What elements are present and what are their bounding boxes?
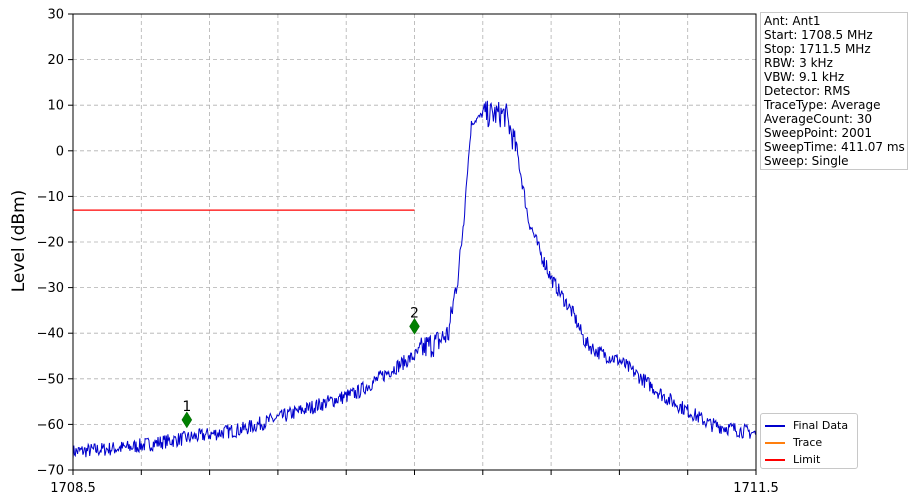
info-line: Sweep: Single (764, 154, 849, 168)
y-tick-label: −50 (37, 372, 64, 387)
y-tick-label: 30 (47, 8, 64, 23)
y-axis-label: Level (dBm) (9, 190, 29, 293)
x-tick-label: 1708.5 (50, 481, 96, 496)
sweep-info-box: Ant: Ant1 Start: 1708.5 MHz Stop: 1711.5 M… (760, 12, 908, 170)
legend-swatch (765, 458, 785, 461)
marker-diamond (409, 317, 420, 335)
marker-diamond (181, 411, 193, 429)
legend-item: Limit (765, 451, 853, 468)
y-tick-label: −70 (37, 464, 64, 479)
y-tick-label: −10 (37, 190, 64, 205)
legend-swatch (765, 424, 785, 427)
info-line: Start: 1708.5 MHz (764, 28, 873, 42)
y-tick-label: −20 (37, 236, 64, 251)
x-axis-ticks: 1708.5 1711.5 (50, 470, 779, 496)
info-line: VBW: 9.1 kHz (764, 70, 845, 84)
series-line-final-data (72, 100, 757, 460)
y-tick-label: −60 (37, 418, 64, 433)
legend: Final Data Trace Limit (760, 413, 858, 469)
legend-swatch (765, 441, 785, 444)
legend-label: Final Data (793, 419, 849, 432)
y-tick-label: 20 (47, 53, 64, 68)
info-line: SweepPoint: 2001 (764, 126, 873, 140)
legend-label: Limit (793, 453, 821, 466)
legend-item: Trace (765, 434, 853, 451)
y-axis-ticks: 30 20 10 0 −10 −20 −30 −40 −50 −60 −70 (37, 8, 73, 479)
y-tick-label: 0 (56, 144, 64, 159)
marker-label: 1 (182, 399, 191, 415)
info-line: Ant: Ant1 (764, 14, 821, 28)
y-tick-label: −30 (37, 281, 64, 296)
info-line: AverageCount: 30 (764, 112, 873, 126)
info-line: SweepTime: 411.07 ms (764, 140, 905, 154)
y-tick-label: −40 (37, 327, 64, 342)
chart-markers: 12 (181, 305, 420, 429)
info-line: TraceType: Average (764, 98, 881, 112)
chart-grid (73, 14, 756, 470)
info-line: Stop: 1711.5 MHz (764, 42, 871, 56)
y-tick-label: 10 (47, 99, 64, 114)
legend-label: Trace (793, 436, 823, 449)
chart-series (72, 100, 757, 460)
x-tick-label: 1711.5 (733, 481, 779, 496)
info-line: RBW: 3 kHz (764, 56, 833, 70)
marker-label: 2 (410, 305, 419, 321)
legend-item: Final Data (765, 417, 853, 434)
info-line: Detector: RMS (764, 84, 851, 98)
